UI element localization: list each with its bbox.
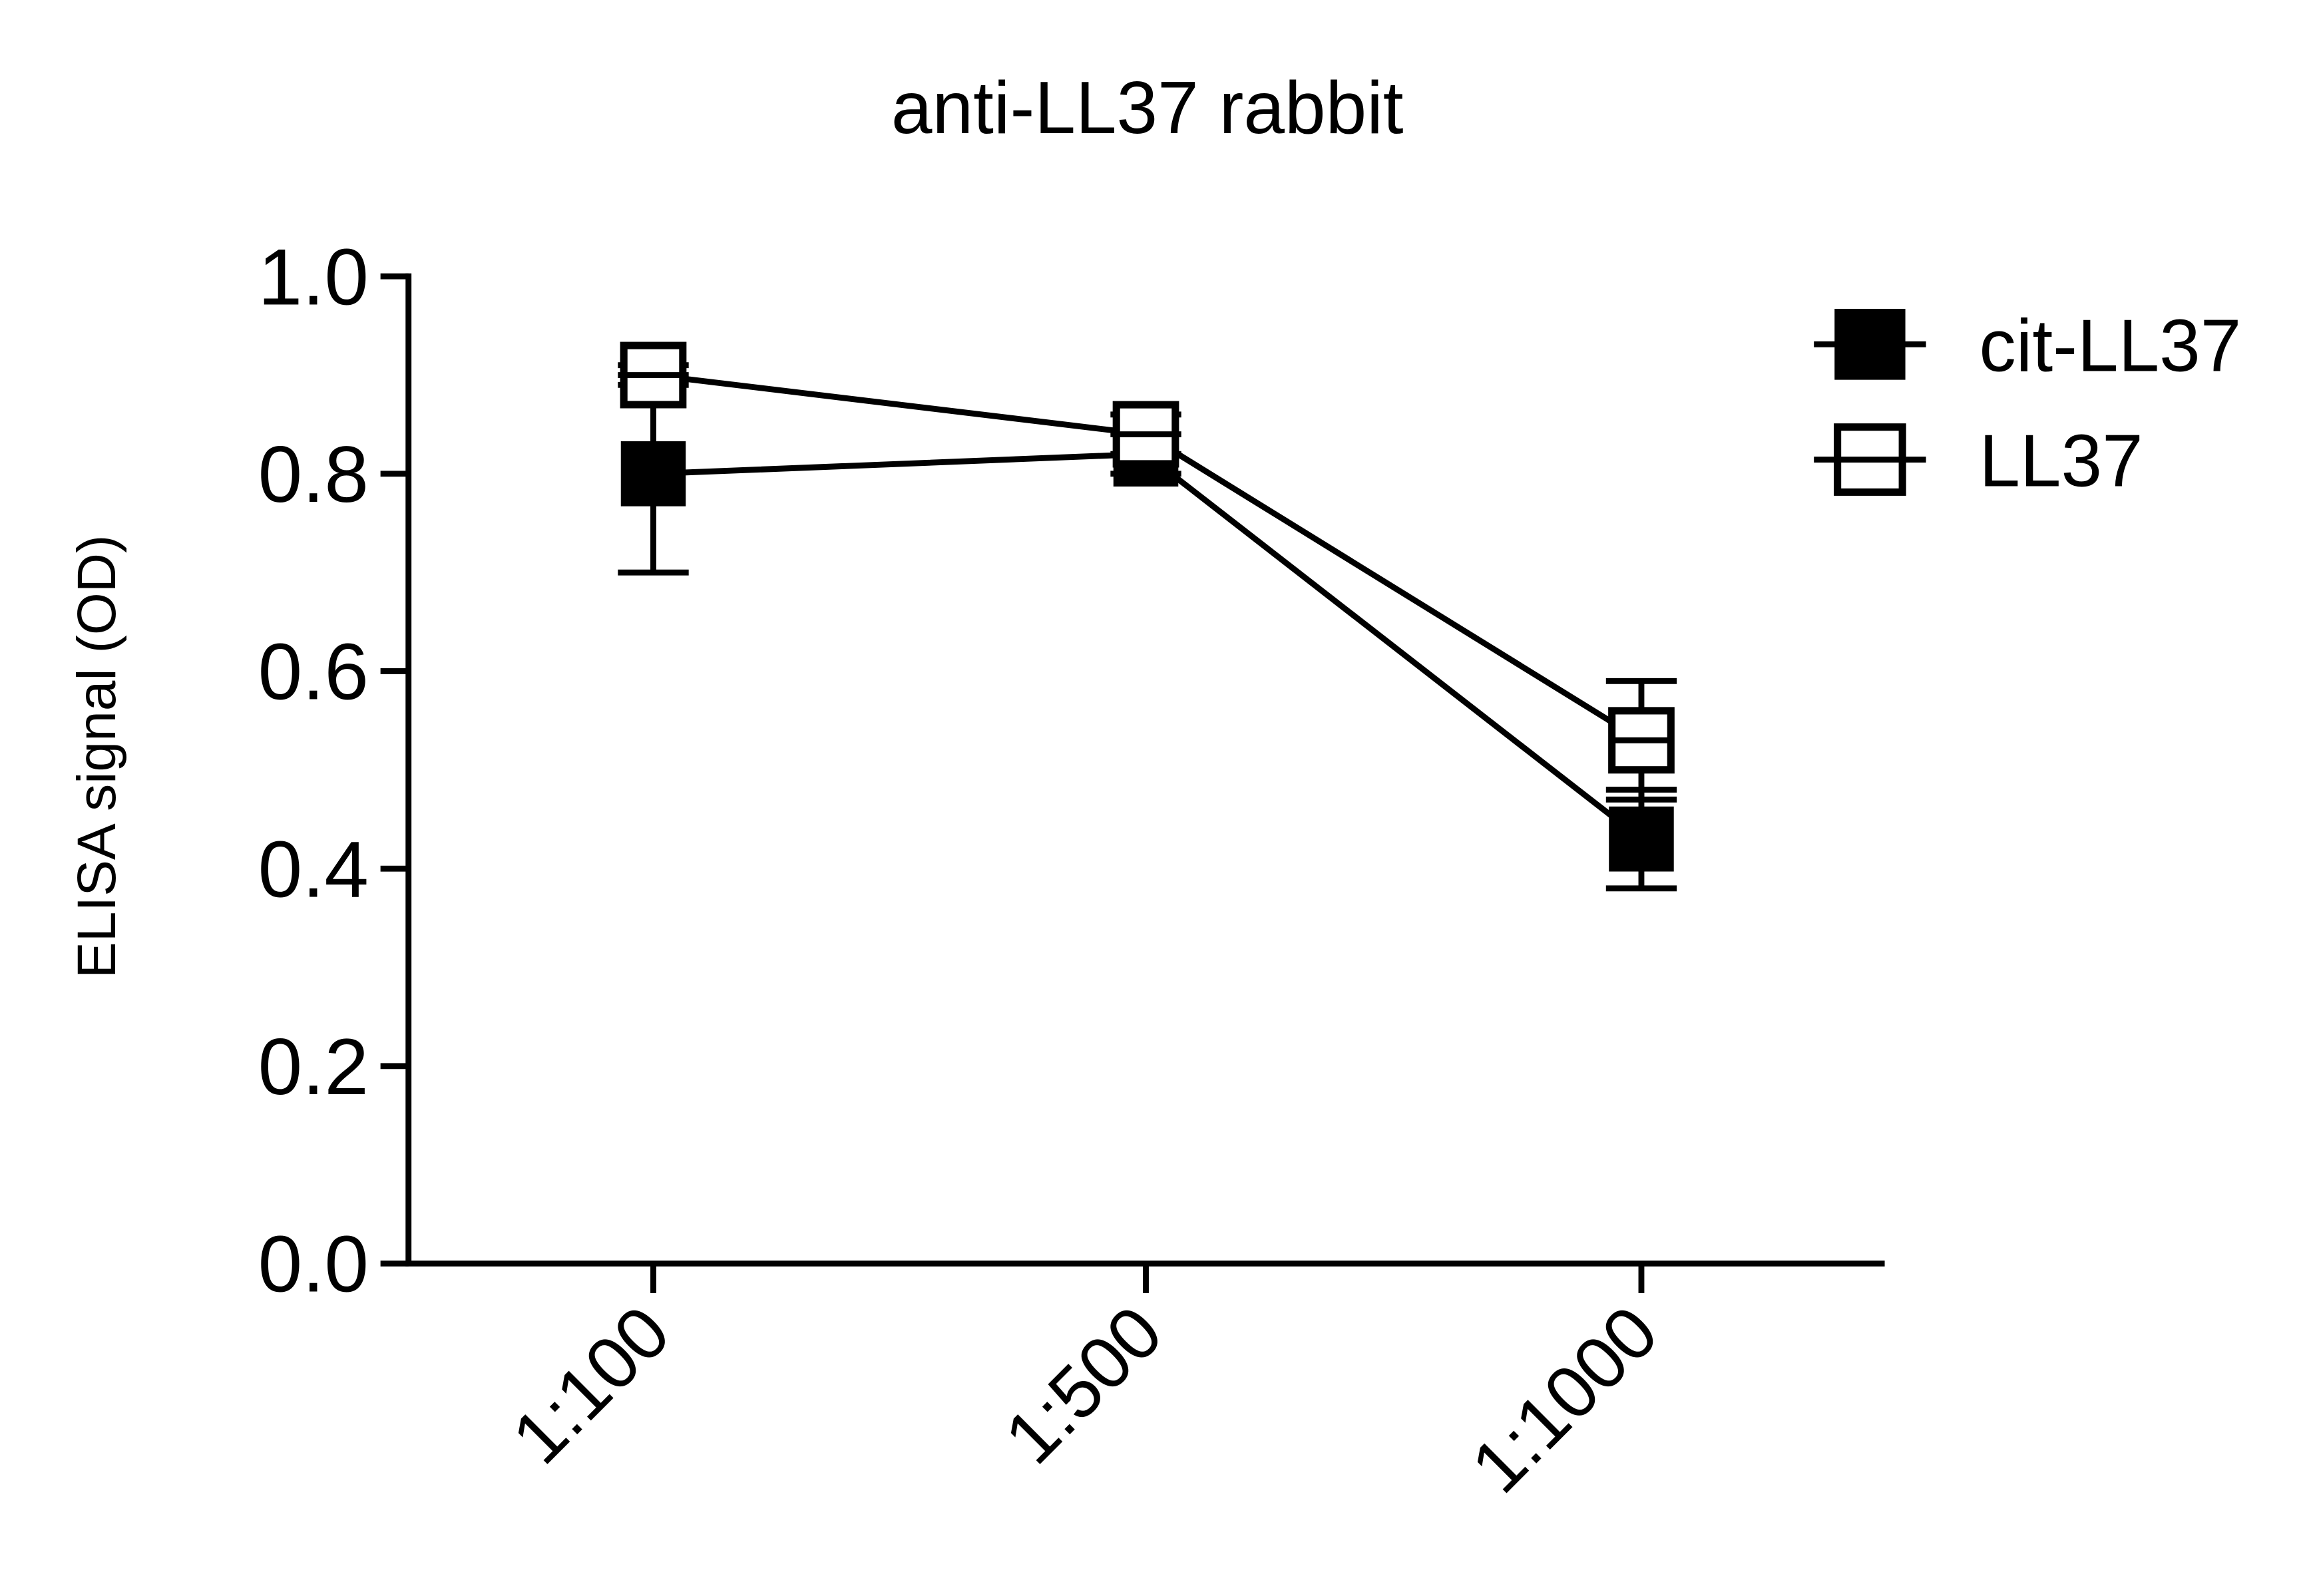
- x-tick-label: 1:100: [497, 1291, 686, 1479]
- y-axis-label: ELISA signal (OD): [67, 535, 127, 978]
- x-tick-label: 1:1000: [1456, 1291, 1673, 1508]
- marker: [620, 441, 686, 506]
- y-tick-label: 0.0: [258, 1220, 369, 1308]
- y-tick-label: 0.6: [258, 628, 369, 717]
- y-tick-label: 0.2: [258, 1023, 369, 1111]
- legend-marker: [1834, 309, 1906, 380]
- legend-label: LL37: [1979, 420, 2143, 502]
- legend-label: cit-LL37: [1979, 305, 2241, 387]
- x-tick-label: 1:500: [990, 1291, 1178, 1479]
- legend-marker: [1834, 423, 1906, 496]
- y-tick-label: 0.4: [258, 825, 369, 914]
- marker: [1609, 806, 1674, 872]
- y-tick-label: 1.0: [258, 233, 369, 321]
- chart-title: anti-LL37 rabbit: [891, 67, 1404, 149]
- y-tick-label: 0.8: [258, 431, 369, 519]
